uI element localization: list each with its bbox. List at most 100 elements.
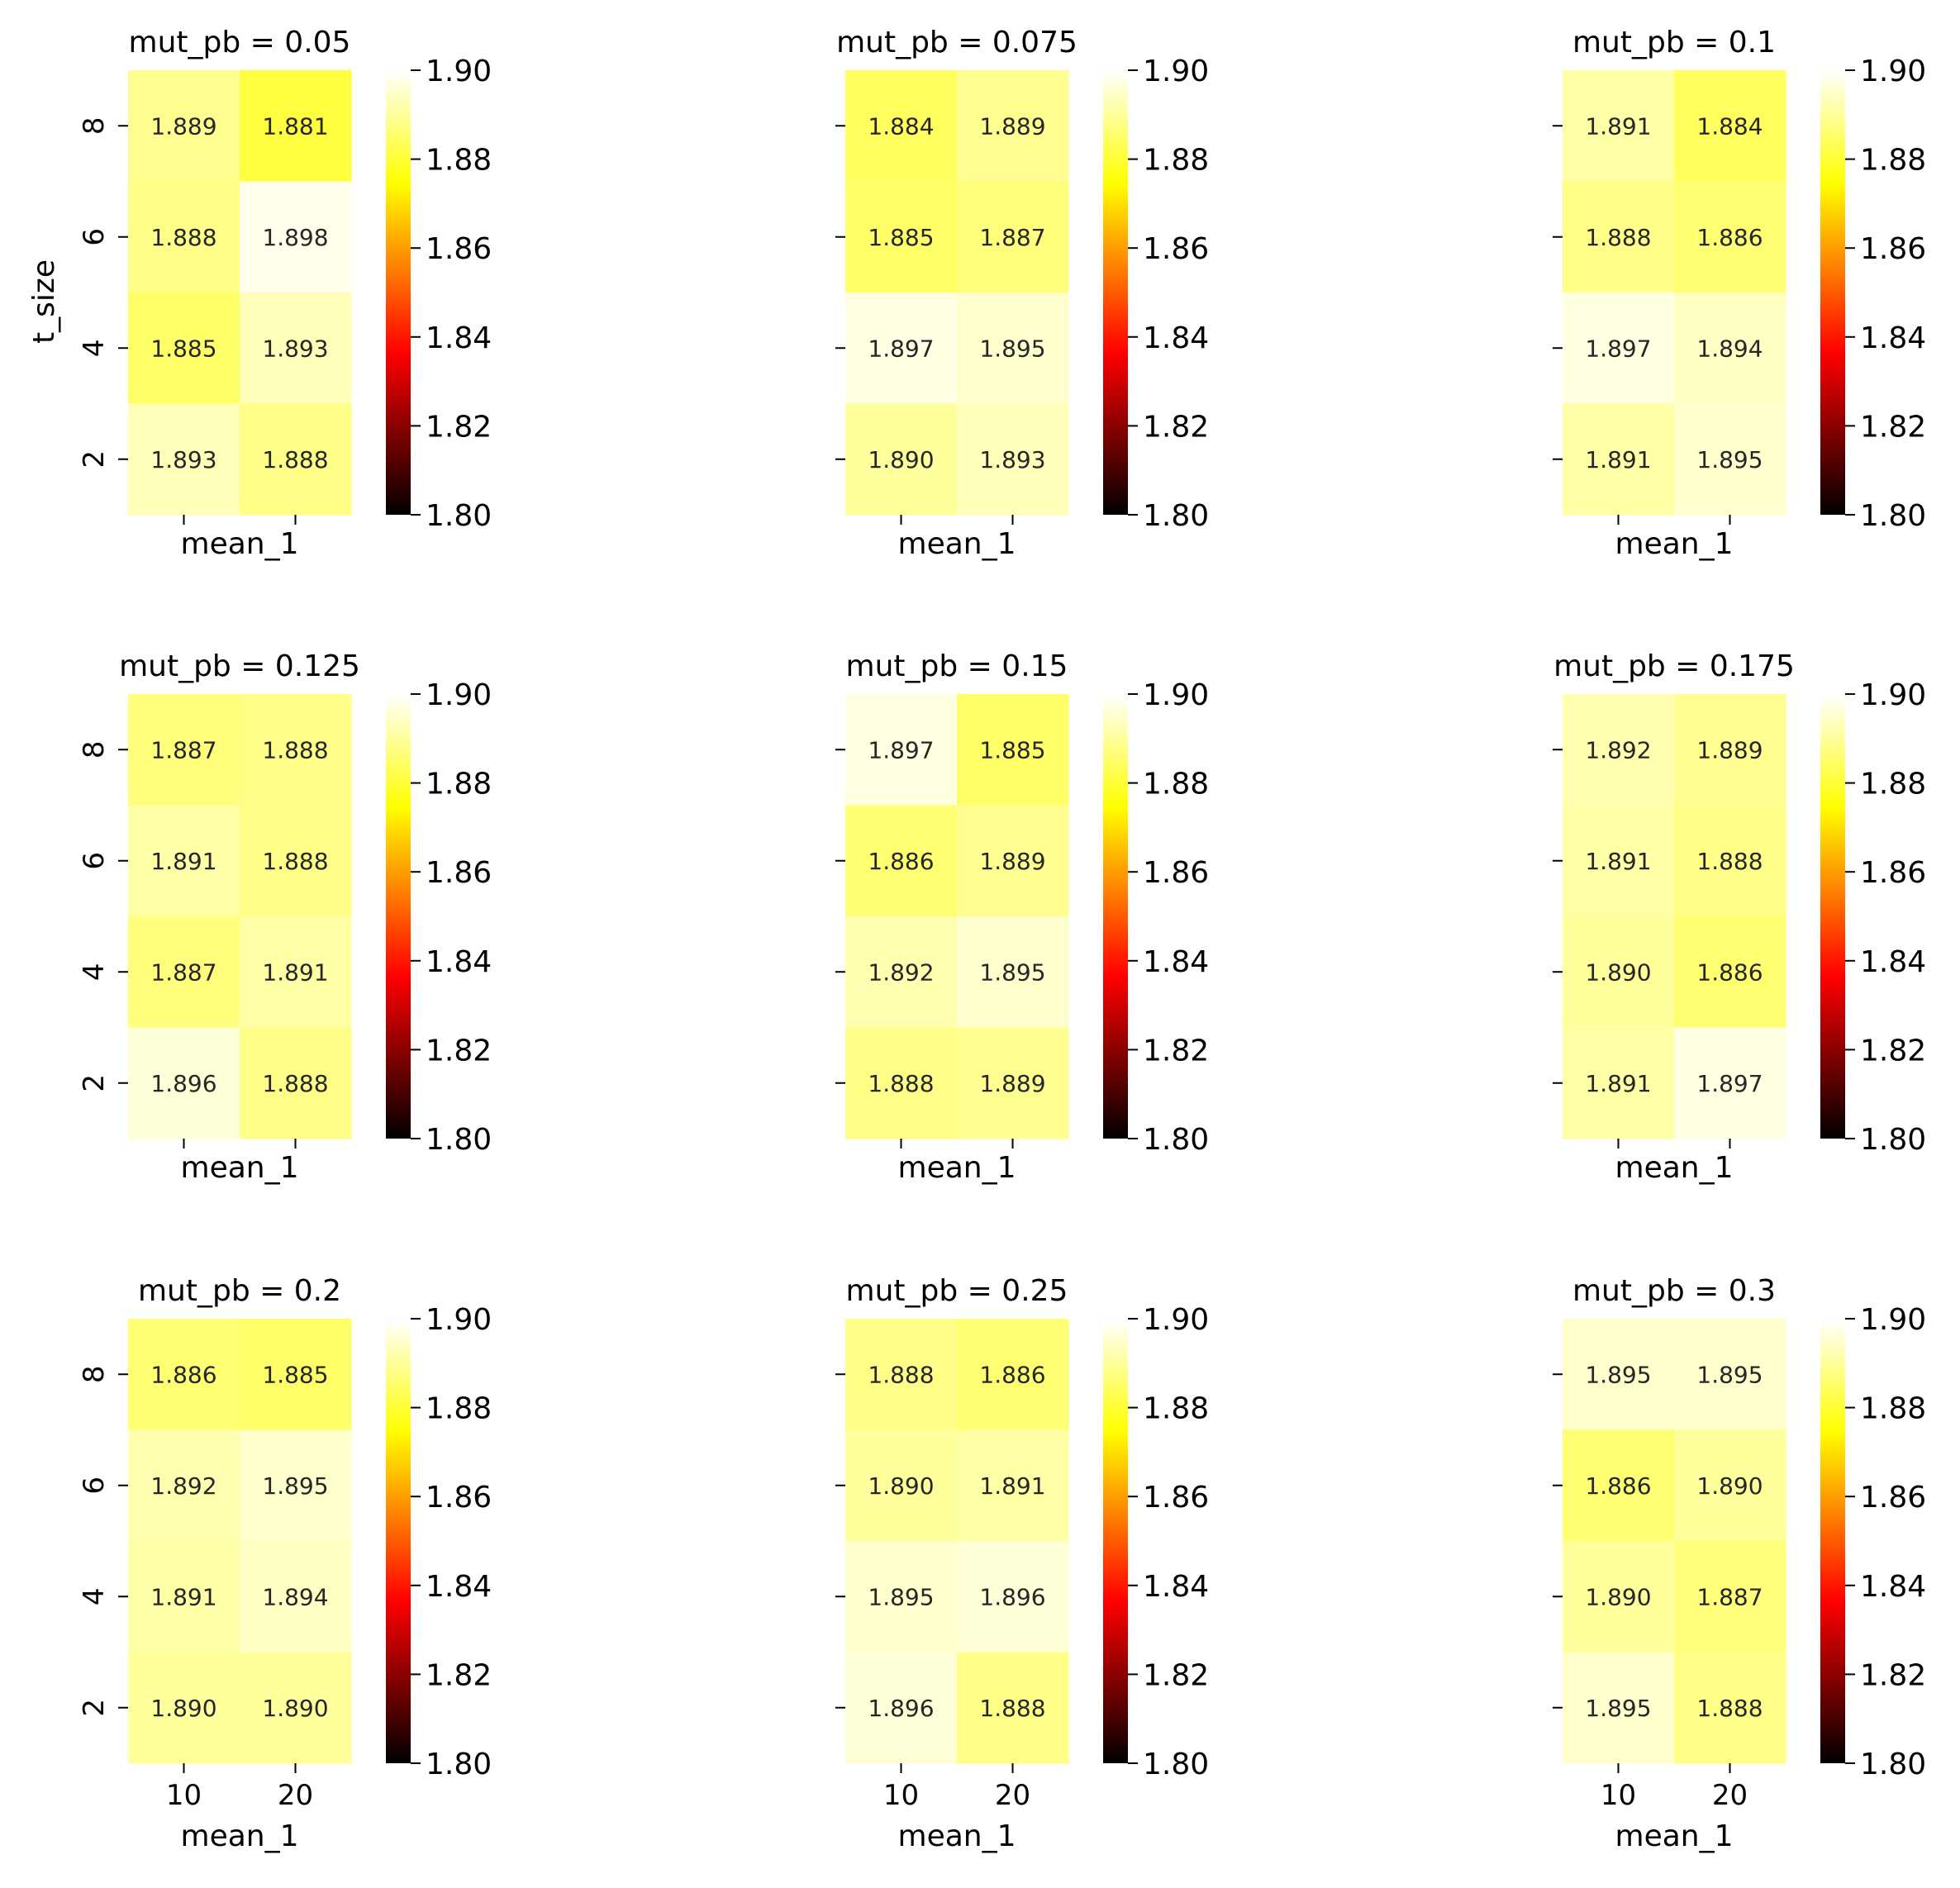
cell-value-label: 1.892	[868, 958, 934, 986]
panel-title: mut_pb = 0.25	[846, 1274, 1068, 1308]
colorbar-tick-label: 1.90	[1143, 678, 1209, 712]
cell-value-label: 1.891	[262, 958, 328, 986]
cell-value-label: 1.890	[868, 446, 934, 473]
cell-value-label: 1.886	[979, 1361, 1045, 1388]
colorbar	[386, 70, 411, 515]
heatmap-cell	[957, 1541, 1069, 1653]
cell-value-label: 1.896	[979, 1583, 1045, 1610]
cell-value-label: 1.885	[150, 335, 216, 362]
heatmap-cell	[957, 1652, 1069, 1764]
heatmap-cell	[128, 292, 240, 405]
x-tick-label: 20	[1712, 1779, 1748, 1812]
heatmap-cell	[1563, 916, 1675, 1029]
colorbar-tick-label: 1.86	[1860, 232, 1926, 266]
heatmap-cell	[845, 1429, 958, 1542]
colorbar-tick-label: 1.84	[1860, 1570, 1926, 1604]
heatmap-cell	[240, 805, 352, 917]
cell-value-label: 1.888	[1585, 224, 1651, 251]
heatmap-panel-6: 1.892 1.889 1.891 1.888 1.890 1.886 1.891 1.897…	[1553, 649, 1926, 1185]
colorbar-tick-label: 1.82	[426, 1658, 492, 1692]
heatmap-panel-8: 1.888 1.886 1.890 1.891 1.895 1.896 1.896 1.888…	[835, 1274, 1209, 1853]
heatmap-cell	[128, 1319, 240, 1431]
colorbar-tick-label: 1.86	[426, 856, 492, 890]
heatmap-cell	[128, 1429, 240, 1542]
cell-value-label: 1.891	[1585, 446, 1651, 473]
colorbar-tick-label: 1.84	[426, 321, 492, 355]
colorbar-tick-label: 1.80	[1143, 1123, 1209, 1157]
heatmap-cell	[845, 1652, 958, 1764]
colorbar-tick-label: 1.88	[1143, 768, 1209, 801]
colorbar-tick-label: 1.82	[1143, 1658, 1209, 1692]
cell-value-label: 1.897	[1696, 1070, 1763, 1097]
cell-value-label: 1.888	[262, 848, 328, 875]
heatmap-cell	[1674, 916, 1786, 1029]
heatmap-cell	[240, 403, 352, 516]
heatmap-cell	[1563, 1541, 1675, 1653]
cell-value-label: 1.885	[979, 736, 1045, 763]
heatmap-cell	[1674, 805, 1786, 917]
x-axis-label: mean_1	[898, 1819, 1016, 1853]
cell-value-label: 1.889	[1696, 736, 1763, 763]
colorbar-tick-label: 1.80	[426, 499, 492, 533]
heatmap-cell	[1563, 694, 1675, 806]
x-axis-label: mean_1	[181, 1151, 299, 1185]
heatmap-cell	[845, 292, 958, 405]
cell-value-label: 1.891	[150, 1583, 216, 1610]
heatmap-cell	[845, 805, 958, 917]
x-axis-label: mean_1	[898, 1151, 1016, 1185]
y-tick-label: 4	[78, 339, 111, 357]
cell-value-label: 1.887	[150, 736, 216, 763]
colorbar-tick-label: 1.80	[426, 1123, 492, 1157]
heatmap-cell	[240, 292, 352, 405]
colorbar	[1820, 1319, 1845, 1763]
heatmap-cell	[128, 70, 240, 183]
cell-value-label: 1.891	[150, 848, 216, 875]
heatmap-cell	[1674, 1541, 1786, 1653]
cell-value-label: 1.897	[1585, 335, 1651, 362]
cell-value-label: 1.894	[262, 1583, 328, 1610]
x-axis-label: mean_1	[1615, 1819, 1734, 1853]
cell-value-label: 1.887	[1696, 1583, 1763, 1610]
colorbar-tick-label: 1.84	[1860, 945, 1926, 979]
heatmap-cell	[957, 805, 1069, 917]
heatmap-cell	[128, 805, 240, 917]
x-tick-label: 10	[166, 1779, 202, 1812]
panel-title: mut_pb = 0.3	[1572, 1274, 1776, 1308]
cell-value-label: 1.884	[1696, 112, 1763, 140]
heatmap-cell	[845, 70, 958, 183]
cell-value-label: 1.887	[979, 224, 1045, 251]
cell-value-label: 1.894	[1696, 335, 1763, 362]
heatmap-panel-5: 1.897 1.885 1.886 1.889 1.892 1.895 1.888 1.889…	[835, 649, 1209, 1185]
y-tick-label: 4	[78, 963, 111, 981]
cell-value-label: 1.895	[1585, 1695, 1651, 1722]
heatmap-cell	[957, 694, 1069, 806]
cell-value-label: 1.888	[868, 1361, 934, 1388]
heatmap-cell	[240, 1319, 352, 1431]
heatmap-cell	[240, 1027, 352, 1139]
cell-value-label: 1.896	[150, 1070, 216, 1097]
colorbar-tick-label: 1.90	[1860, 55, 1926, 88]
heatmap-cell	[957, 181, 1069, 293]
heatmap-cell	[240, 181, 352, 293]
cell-value-label: 1.885	[868, 224, 934, 251]
cell-value-label: 1.890	[1585, 958, 1651, 986]
cell-value-label: 1.890	[1696, 1472, 1763, 1500]
cell-value-label: 1.892	[150, 1472, 216, 1500]
colorbar-tick-label: 1.88	[1860, 144, 1926, 178]
colorbar-tick-label: 1.88	[1860, 768, 1926, 801]
colorbar	[1820, 70, 1845, 515]
colorbar	[1103, 70, 1128, 515]
x-axis-label: mean_1	[1615, 527, 1734, 561]
cell-value-label: 1.888	[868, 1070, 934, 1097]
heatmap-cell	[1563, 181, 1675, 293]
panel-title: mut_pb = 0.175	[1553, 649, 1795, 683]
heatmap-panel-2: 1.884 1.889 1.885 1.887 1.897 1.895 1.890 1.893…	[835, 26, 1209, 561]
heatmap-cell	[1674, 1429, 1786, 1542]
cell-value-label: 1.891	[1585, 1070, 1651, 1097]
cell-value-label: 1.893	[262, 335, 328, 362]
heatmap-cell	[957, 1027, 1069, 1139]
cell-value-label: 1.897	[868, 736, 934, 763]
heatmap-cell	[845, 1319, 958, 1431]
